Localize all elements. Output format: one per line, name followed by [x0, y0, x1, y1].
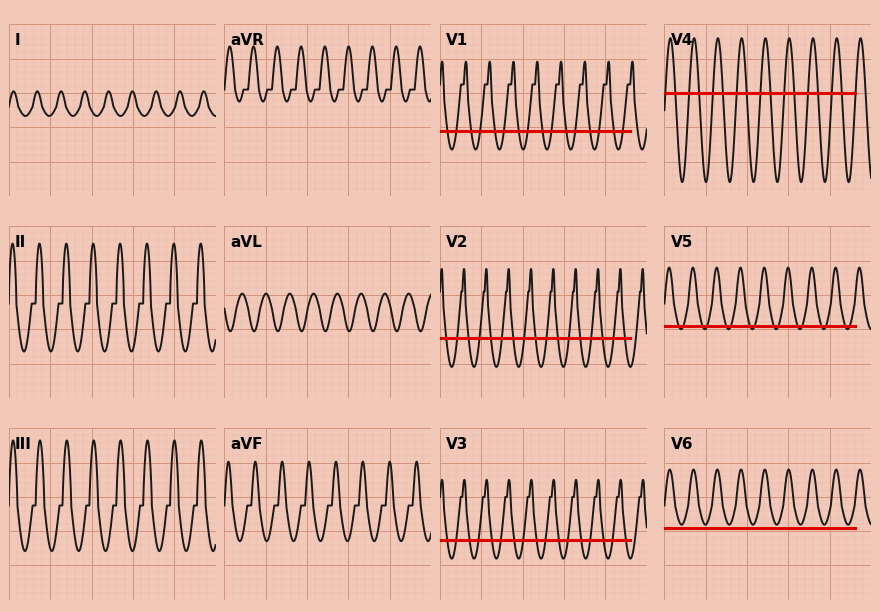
Text: III: III — [15, 437, 32, 452]
Text: V5: V5 — [671, 235, 693, 250]
Text: V1: V1 — [446, 33, 468, 48]
Text: V6: V6 — [671, 437, 693, 452]
Text: V2: V2 — [446, 235, 469, 250]
Text: II: II — [15, 235, 26, 250]
Text: aVF: aVF — [231, 437, 263, 452]
Text: V4: V4 — [671, 33, 693, 48]
Text: aVR: aVR — [231, 33, 265, 48]
Text: V3: V3 — [446, 437, 468, 452]
Text: I: I — [15, 33, 20, 48]
Text: aVL: aVL — [231, 235, 262, 250]
